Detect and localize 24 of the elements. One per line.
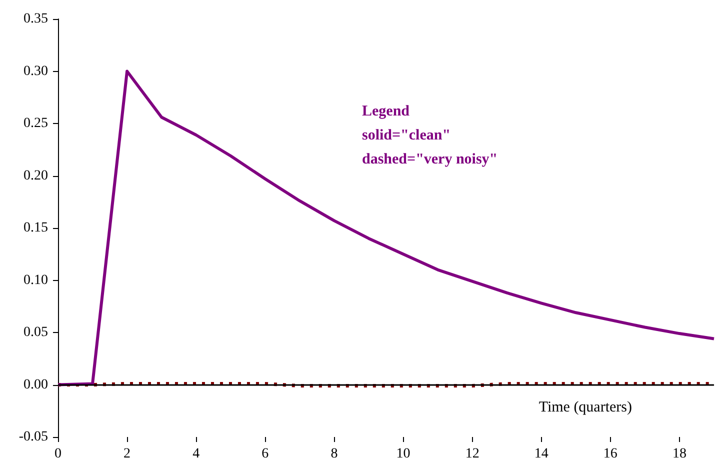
annotation: solid="clean": [362, 128, 451, 144]
y-tick-label: -0.05: [18, 430, 48, 444]
x-tick-label: 10: [396, 446, 410, 462]
line-series: [56, 70, 715, 386]
annotation: Legend: [362, 104, 410, 120]
y-tick-label: 0.05: [24, 325, 48, 340]
y-tick-label: 0.10: [24, 272, 48, 288]
x-tick-label: 14: [534, 446, 548, 462]
y-tick-label: 0.20: [24, 168, 48, 184]
x-tick-label: 18: [672, 446, 686, 462]
x-tick-label: 8: [330, 446, 338, 462]
x-tick-label: 0: [54, 446, 62, 462]
y-tick-label: 0.35: [24, 12, 48, 26]
annotation: dashed="very noisy": [362, 152, 498, 168]
x-tick-label: 4: [192, 446, 200, 462]
y-tick-label: 0.15: [24, 220, 48, 236]
x-tick-label: 2: [124, 446, 131, 462]
y-tick-label: 0.25: [24, 116, 48, 131]
x-tick-label: 12: [465, 446, 480, 462]
x-tick-label: 16: [603, 446, 618, 462]
y-tick-label: 0.00: [24, 377, 48, 392]
y-tick-label: 0.30: [24, 64, 48, 79]
x-tick-label: 6: [262, 446, 269, 462]
x-axis-title: Time (quarters): [538, 400, 632, 416]
